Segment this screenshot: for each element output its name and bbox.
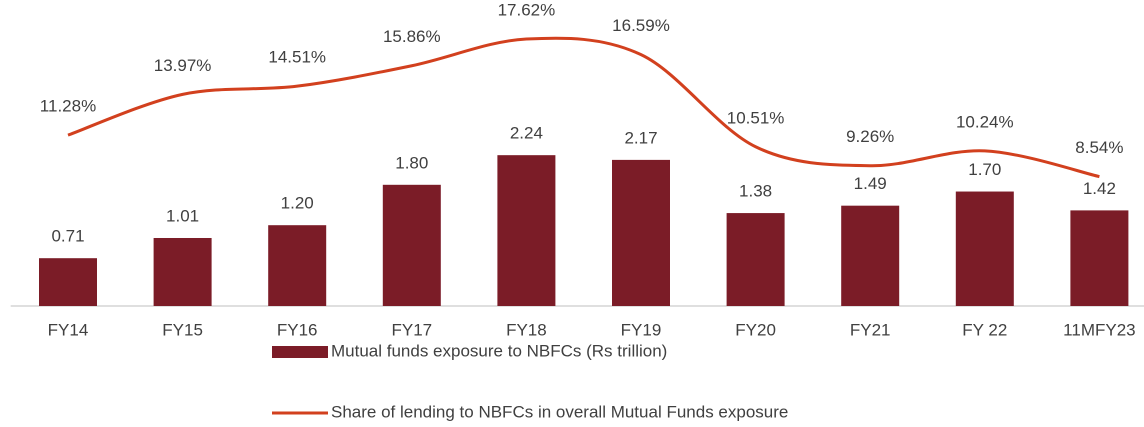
line-label: 17.62%	[498, 1, 556, 20]
bar-label: 1.01	[166, 206, 199, 225]
line-label: 10.24%	[956, 112, 1014, 131]
bar-label: 1.80	[395, 153, 428, 172]
bar-label: 1.38	[739, 182, 772, 201]
bar	[497, 155, 556, 306]
bar	[268, 225, 327, 306]
bar	[39, 258, 97, 306]
bar-label: 2.17	[624, 128, 657, 147]
line-label: 11.28%	[40, 97, 96, 116]
x-tick-label: FY19	[621, 320, 662, 339]
x-tick-label: FY15	[162, 320, 203, 339]
bar	[841, 205, 900, 306]
bar	[612, 159, 670, 306]
bar	[153, 237, 212, 306]
bar-label: 1.49	[854, 174, 887, 193]
bar	[726, 213, 785, 306]
legend-label: Mutual funds exposure to NBFCs (Rs trill…	[331, 341, 667, 360]
line-label: 14.51%	[268, 48, 326, 67]
line-label: 8.54%	[1075, 138, 1123, 157]
x-tick-label: FY21	[850, 320, 891, 339]
x-tick-label: FY18	[506, 320, 547, 339]
bar-label: 2.24	[510, 124, 543, 143]
bar-label: 1.42	[1083, 179, 1116, 198]
bar	[382, 184, 441, 306]
line-label: 15.86%	[383, 27, 441, 46]
x-tick-label: FY20	[735, 320, 776, 339]
line-label: 16.59%	[612, 16, 670, 35]
x-tick-label: FY17	[391, 320, 432, 339]
line-label: 13.97%	[154, 56, 212, 75]
x-tick-label: FY16	[277, 320, 318, 339]
legend-label: Share of lending to NBFCs in overall Mut…	[331, 402, 788, 421]
x-tick-label: 11MFY23	[1063, 320, 1135, 339]
bar	[955, 191, 1014, 306]
line-label: 9.26%	[846, 127, 894, 146]
bar-label: 0.71	[51, 227, 84, 246]
x-tick-label: FY 22	[962, 320, 1007, 339]
line-label: 10.51%	[727, 108, 785, 127]
bar	[1070, 210, 1129, 306]
line	[67, 36, 1100, 179]
legend-swatch	[272, 346, 328, 358]
bar-label: 1.20	[281, 194, 314, 213]
x-tick-label: FY14	[48, 320, 89, 339]
bar-label: 1.70	[968, 160, 1001, 179]
